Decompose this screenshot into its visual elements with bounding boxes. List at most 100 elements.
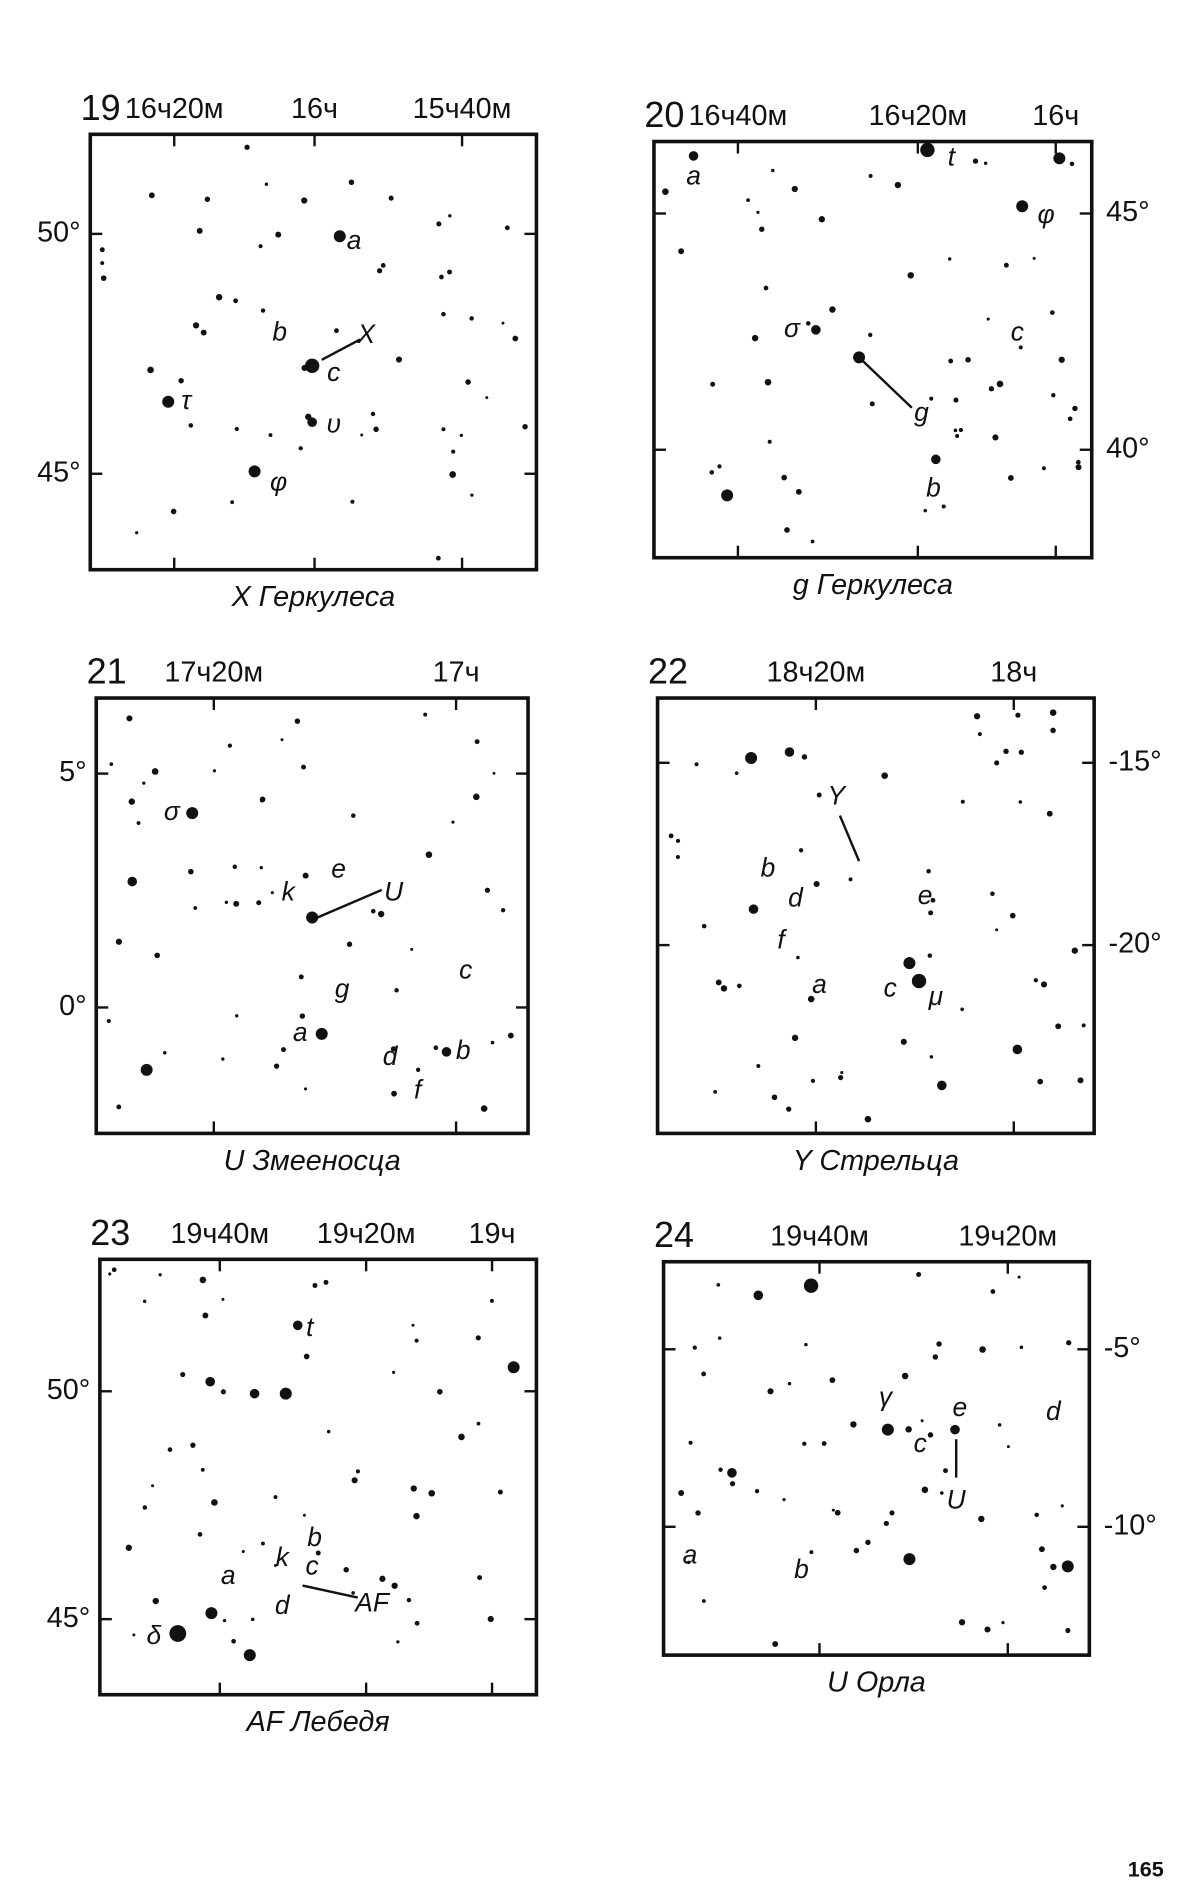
star [907, 272, 914, 279]
star [983, 161, 988, 165]
ra-label: 17ч [433, 657, 480, 689]
star [180, 1371, 186, 1378]
star [220, 1389, 226, 1395]
star-label: b [272, 316, 287, 346]
star [831, 1508, 835, 1512]
star [1049, 709, 1057, 716]
dec-label: -20° [1109, 928, 1162, 960]
bright-star [937, 1080, 947, 1091]
star-label: φ [1038, 199, 1055, 229]
chart-number: 21 [87, 651, 127, 692]
star-label: U [384, 876, 404, 906]
star [490, 1040, 495, 1045]
ra-label: 16ч40м [689, 100, 788, 132]
star [350, 499, 355, 504]
ra-label: 15ч40м [413, 93, 512, 125]
star [1018, 800, 1023, 804]
star [312, 1282, 318, 1288]
star [275, 231, 282, 238]
chart-caption: g Геркулеса [793, 569, 953, 601]
star [451, 820, 455, 824]
star [1003, 748, 1009, 755]
star [148, 192, 155, 199]
star-label: e [331, 854, 346, 884]
star [258, 244, 263, 249]
star [1033, 978, 1038, 983]
star [222, 1618, 227, 1623]
star [1050, 310, 1055, 315]
star [439, 274, 444, 280]
star [501, 321, 505, 325]
star [343, 1566, 349, 1573]
ra-label: 19ч [469, 1218, 516, 1250]
star [675, 854, 681, 860]
bright-star [920, 142, 935, 158]
star [781, 474, 788, 481]
star [1017, 1275, 1021, 1279]
chart-caption: U Змееносца [224, 1145, 401, 1177]
star [433, 1045, 439, 1051]
star [984, 1626, 991, 1633]
star [868, 173, 873, 179]
star [346, 941, 353, 947]
star [996, 380, 1004, 388]
star [810, 539, 815, 544]
star [905, 1426, 912, 1433]
star [932, 1354, 939, 1360]
star [1050, 727, 1056, 734]
star [1071, 947, 1078, 954]
star [1067, 416, 1073, 422]
star [423, 712, 428, 717]
star [492, 771, 496, 775]
ra-label: 16ч [291, 93, 338, 125]
star [489, 1298, 494, 1303]
star [686, 1560, 691, 1565]
star [485, 396, 489, 400]
star [162, 1051, 167, 1055]
star [767, 439, 772, 444]
star [791, 1034, 799, 1042]
star [406, 1597, 412, 1603]
star [447, 269, 452, 275]
bright-star [721, 489, 734, 502]
star [923, 508, 928, 513]
star [126, 715, 133, 722]
pointer [321, 338, 361, 361]
star [476, 1421, 481, 1426]
chart-caption: AF Лебедя [245, 1706, 390, 1738]
star [801, 754, 808, 760]
star [1018, 749, 1024, 755]
star [259, 866, 263, 870]
star [469, 316, 474, 321]
star [227, 743, 232, 748]
bright-star [881, 1423, 894, 1436]
star-label: σ [784, 313, 801, 343]
star-label: a [686, 160, 701, 190]
star [298, 974, 304, 980]
star [190, 1442, 196, 1448]
dec-label: 45° [47, 1602, 91, 1634]
star [232, 864, 238, 870]
star [500, 908, 506, 913]
star [713, 1089, 718, 1094]
bright-star [811, 325, 821, 335]
star [1019, 1345, 1024, 1349]
chart-number: 23 [90, 1212, 130, 1253]
star [764, 378, 772, 386]
star [947, 257, 952, 261]
star-label: b [794, 1554, 809, 1584]
bright-star [911, 973, 927, 989]
star [202, 1312, 209, 1319]
star [200, 329, 207, 336]
page-number: 165 [1128, 1857, 1164, 1882]
star [809, 1550, 814, 1555]
star [787, 1381, 792, 1386]
star [941, 504, 946, 509]
star-label: a [812, 969, 827, 999]
bright-star [1053, 152, 1066, 165]
bright-star [304, 358, 320, 374]
star-label: c [1011, 316, 1024, 346]
dec-label: 0° [59, 990, 87, 1022]
star [280, 738, 284, 742]
